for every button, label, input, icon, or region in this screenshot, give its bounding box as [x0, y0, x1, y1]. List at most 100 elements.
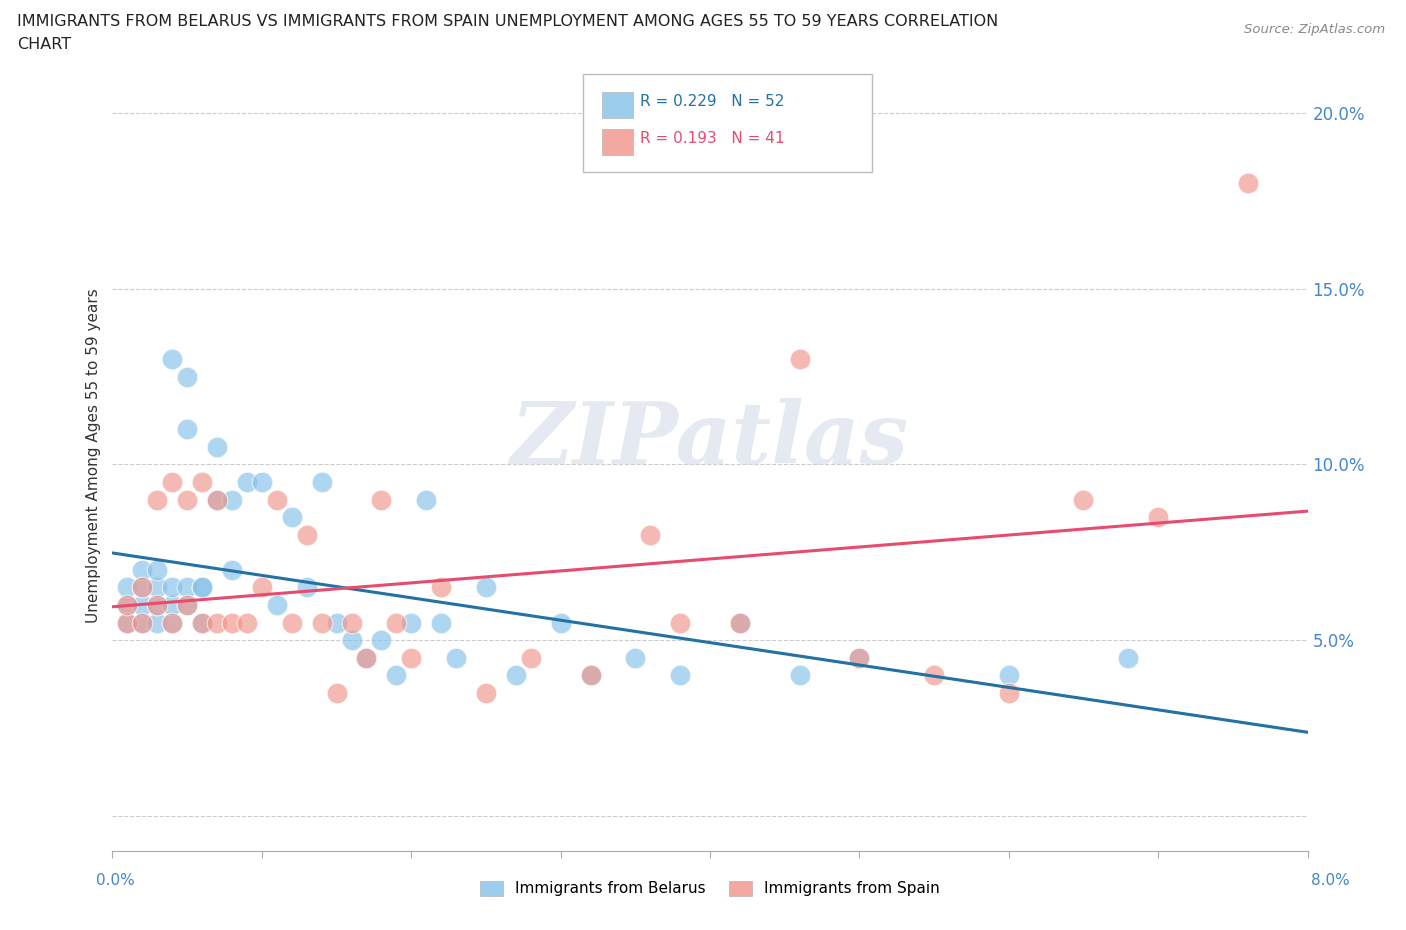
Point — [131, 615, 153, 630]
Point — [146, 598, 169, 613]
Point — [176, 422, 198, 437]
Point — [579, 668, 602, 683]
Text: R = 0.229   N = 52: R = 0.229 N = 52 — [640, 94, 785, 109]
Point — [176, 598, 198, 613]
Point — [250, 580, 273, 595]
Point — [146, 598, 169, 613]
Point — [281, 510, 304, 525]
Point — [325, 685, 347, 700]
Point — [191, 615, 214, 630]
Point — [340, 615, 363, 630]
Point — [162, 615, 183, 630]
Point — [221, 563, 243, 578]
Point — [669, 668, 692, 683]
Point — [117, 615, 139, 630]
Text: R = 0.193   N = 41: R = 0.193 N = 41 — [640, 131, 785, 146]
Point — [728, 615, 751, 630]
Point — [356, 650, 378, 665]
Point — [281, 615, 304, 630]
Point — [250, 474, 273, 489]
Point — [998, 668, 1021, 683]
Point — [505, 668, 527, 683]
Point — [669, 615, 692, 630]
Y-axis label: Unemployment Among Ages 55 to 59 years: Unemployment Among Ages 55 to 59 years — [86, 288, 101, 623]
Point — [117, 598, 139, 613]
Point — [1147, 510, 1170, 525]
Point — [205, 492, 228, 507]
Text: CHART: CHART — [17, 37, 70, 52]
Point — [162, 598, 183, 613]
Legend: Immigrants from Belarus, Immigrants from Spain: Immigrants from Belarus, Immigrants from… — [474, 874, 946, 903]
Point — [998, 685, 1021, 700]
Point — [191, 474, 214, 489]
Point — [117, 615, 139, 630]
Point — [311, 474, 333, 489]
Point — [640, 527, 662, 542]
Point — [430, 580, 453, 595]
Point — [131, 563, 153, 578]
Point — [370, 492, 392, 507]
Point — [162, 474, 183, 489]
Point — [401, 650, 423, 665]
Point — [191, 615, 214, 630]
Point — [146, 580, 169, 595]
Point — [221, 492, 243, 507]
Point — [370, 632, 392, 647]
Point — [848, 650, 870, 665]
Point — [205, 440, 228, 455]
Point — [205, 492, 228, 507]
Point — [131, 580, 153, 595]
Point — [430, 615, 453, 630]
Point — [520, 650, 543, 665]
Point — [444, 650, 467, 665]
Point — [848, 650, 870, 665]
Point — [146, 492, 169, 507]
Text: ZIPatlas: ZIPatlas — [510, 398, 910, 482]
Point — [789, 352, 811, 366]
Point — [176, 492, 198, 507]
Point — [205, 615, 228, 630]
Text: Source: ZipAtlas.com: Source: ZipAtlas.com — [1244, 23, 1385, 36]
Point — [1073, 492, 1095, 507]
Point — [356, 650, 378, 665]
Point — [176, 580, 198, 595]
Point — [311, 615, 333, 630]
Point — [295, 527, 318, 542]
Point — [162, 580, 183, 595]
Point — [146, 615, 169, 630]
Point — [221, 615, 243, 630]
Point — [131, 615, 153, 630]
Point — [236, 474, 259, 489]
Point — [550, 615, 572, 630]
Point — [385, 615, 408, 630]
Point — [624, 650, 647, 665]
Point — [117, 598, 139, 613]
Point — [176, 369, 198, 384]
Point — [266, 598, 288, 613]
Point — [295, 580, 318, 595]
Point — [266, 492, 288, 507]
Point — [415, 492, 437, 507]
Point — [789, 668, 811, 683]
Text: 8.0%: 8.0% — [1310, 873, 1350, 888]
Point — [475, 685, 498, 700]
Point — [191, 580, 214, 595]
Point — [385, 668, 408, 683]
Text: 0.0%: 0.0% — [96, 873, 135, 888]
Point — [131, 580, 153, 595]
Point — [176, 598, 198, 613]
Point — [728, 615, 751, 630]
Point — [117, 580, 139, 595]
Point — [1118, 650, 1140, 665]
Point — [1237, 176, 1260, 191]
Text: IMMIGRANTS FROM BELARUS VS IMMIGRANTS FROM SPAIN UNEMPLOYMENT AMONG AGES 55 TO 5: IMMIGRANTS FROM BELARUS VS IMMIGRANTS FR… — [17, 14, 998, 29]
Point — [191, 580, 214, 595]
Point — [922, 668, 945, 683]
Point — [340, 632, 363, 647]
Point — [325, 615, 347, 630]
Point — [236, 615, 259, 630]
Point — [146, 563, 169, 578]
Point — [162, 615, 183, 630]
Point — [579, 668, 602, 683]
Point — [475, 580, 498, 595]
